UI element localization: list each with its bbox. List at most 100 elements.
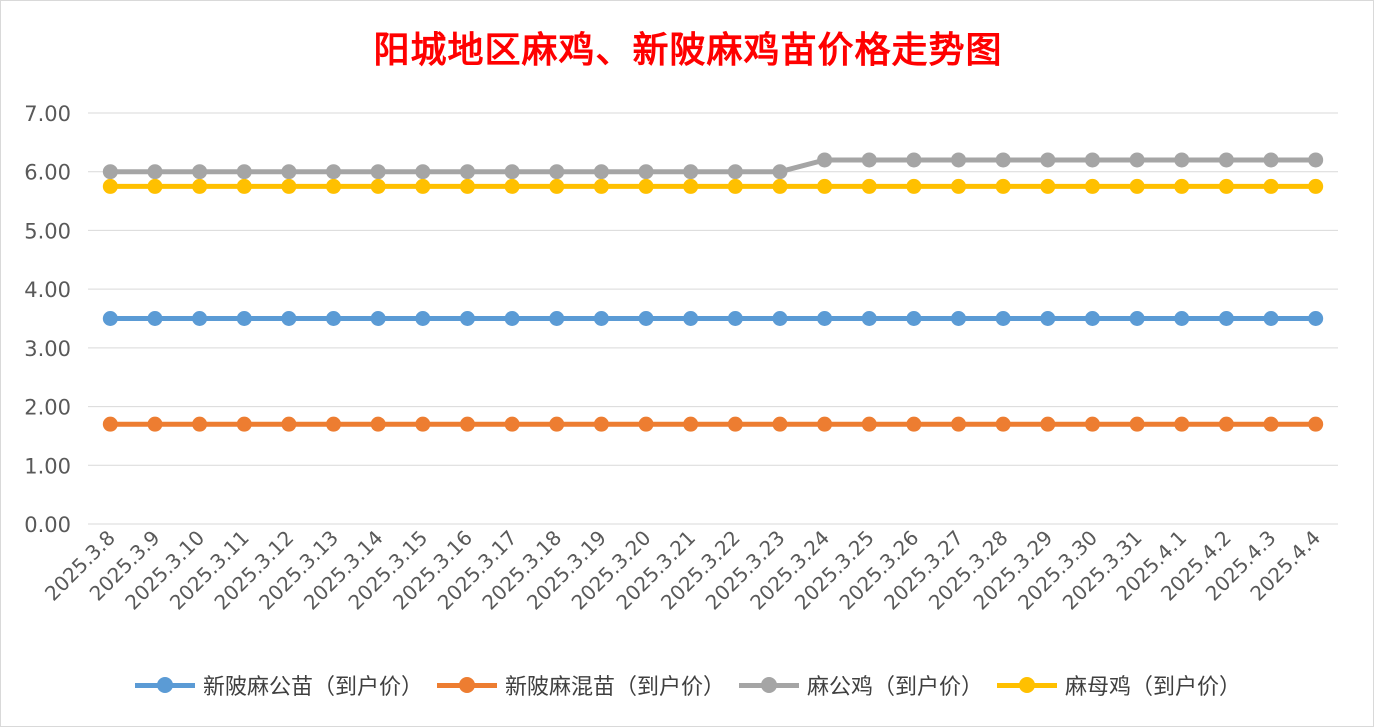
data-point: [817, 311, 833, 326]
legend-swatch: [739, 675, 799, 695]
data-point: [147, 178, 163, 194]
data-point: [1129, 416, 1145, 432]
data-point: [192, 311, 208, 326]
data-point: [236, 164, 252, 180]
data-point: [1084, 178, 1100, 194]
y-tick-label: 7.00: [24, 102, 71, 126]
data-point: [504, 164, 520, 180]
y-tick-label: 3.00: [24, 337, 71, 361]
data-point: [370, 178, 386, 194]
y-tick-label: 2.00: [24, 396, 71, 420]
legend-swatch-dot: [458, 677, 475, 693]
legend-label: 新陂麻混苗（到户价）: [504, 675, 725, 700]
data-point: [995, 416, 1011, 432]
y-tick-label: 5.00: [24, 219, 71, 243]
data-point: [683, 164, 699, 180]
data-point: [1218, 416, 1234, 432]
data-point: [861, 178, 877, 194]
legend-swatch-dot: [1019, 677, 1036, 693]
y-tick-label: 4.00: [24, 278, 71, 302]
data-point: [951, 178, 967, 194]
data-point: [683, 178, 699, 194]
y-tick-label: 6.00: [24, 161, 71, 185]
data-point: [593, 416, 609, 432]
data-point: [504, 311, 520, 326]
data-point: [192, 164, 208, 180]
data-point: [772, 311, 788, 326]
series-line: [107, 157, 1319, 175]
data-point: [1040, 416, 1056, 432]
data-point: [817, 416, 833, 432]
data-point: [772, 178, 788, 194]
data-point: [147, 416, 163, 432]
data-point: [459, 178, 475, 194]
data-point: [1218, 311, 1234, 326]
data-point: [727, 416, 743, 432]
data-point: [1084, 152, 1100, 168]
data-point: [593, 164, 609, 180]
data-point: [415, 416, 431, 432]
data-point: [593, 178, 609, 194]
data-point: [995, 311, 1011, 326]
data-point: [1174, 152, 1190, 168]
data-point: [906, 178, 922, 194]
data-point: [236, 416, 252, 432]
data-point: [147, 164, 163, 180]
data-point: [236, 311, 252, 326]
data-point: [326, 164, 342, 180]
data-point: [415, 178, 431, 194]
data-point: [951, 416, 967, 432]
data-point: [1174, 311, 1190, 326]
legend-item: 新陂麻公苗（到户价）: [134, 669, 423, 701]
data-point: [281, 164, 297, 180]
data-point: [415, 164, 431, 180]
data-point: [1129, 152, 1145, 168]
data-point: [638, 416, 654, 432]
data-point: [1308, 416, 1324, 432]
data-point: [951, 152, 967, 168]
data-point: [102, 164, 118, 180]
data-point: [504, 178, 520, 194]
data-point: [1308, 178, 1324, 194]
data-point: [727, 311, 743, 326]
data-point: [1040, 152, 1056, 168]
data-point: [772, 164, 788, 180]
data-point: [1218, 152, 1234, 168]
legend-item: 麻母鸡（到户价）: [997, 669, 1241, 701]
data-point: [1263, 416, 1279, 432]
data-point: [861, 416, 877, 432]
data-point: [638, 178, 654, 194]
data-point: [147, 311, 163, 326]
legend-swatch: [997, 675, 1058, 695]
data-point: [1129, 178, 1145, 194]
data-point: [861, 311, 877, 326]
data-point: [370, 164, 386, 180]
data-point: [504, 416, 520, 432]
data-point: [281, 416, 297, 432]
legend: 新陂麻公苗（到户价） 新陂麻混苗（到户价） 麻公鸡（到户价） 麻母鸡（到户价）: [1, 669, 1374, 701]
data-point: [1263, 152, 1279, 168]
y-tick-label: 0.00: [24, 513, 71, 537]
legend-item: 麻公鸡（到户价）: [739, 669, 983, 701]
data-point: [1084, 311, 1100, 326]
y-tick-label: 1.00: [24, 454, 71, 478]
legend-item: 新陂麻混苗（到户价）: [436, 669, 725, 701]
legend-label: 新陂麻公苗（到户价）: [202, 675, 423, 700]
data-point: [861, 152, 877, 168]
data-point: [549, 311, 565, 326]
data-point: [638, 311, 654, 326]
data-point: [549, 178, 565, 194]
data-point: [995, 178, 1011, 194]
data-point: [995, 152, 1011, 168]
chart-title: 阳城地区麻鸡、新陂麻鸡苗价格走势图: [373, 29, 1003, 71]
data-point: [326, 416, 342, 432]
legend-swatch-dot: [156, 677, 173, 693]
data-point: [192, 178, 208, 194]
data-point: [281, 178, 297, 194]
data-point: [638, 164, 654, 180]
data-point: [817, 178, 833, 194]
data-point: [459, 416, 475, 432]
data-point: [102, 311, 118, 326]
